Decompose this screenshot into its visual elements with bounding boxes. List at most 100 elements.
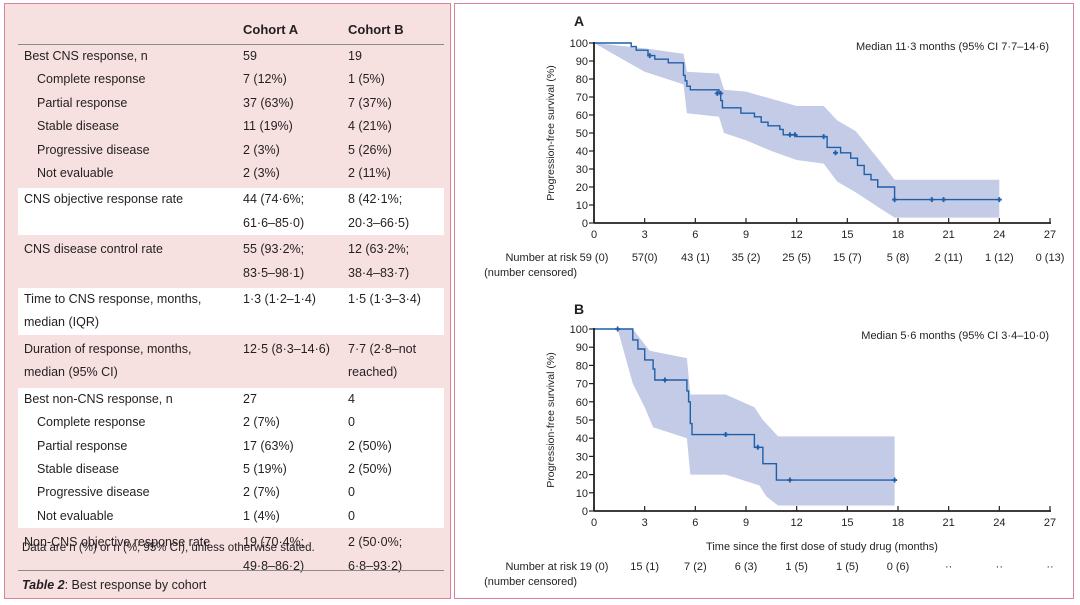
- table-row: Best non-CNS response, n 27 4: [18, 387, 444, 412]
- survival-curve: [594, 42, 1000, 201]
- censor-mark: [787, 132, 793, 138]
- cohort-a-value-line2: [243, 361, 348, 384]
- x-tick-label: 6: [692, 229, 698, 241]
- table-caption: Table 2: Best response by cohort: [22, 578, 206, 592]
- censor-mark: [821, 134, 827, 140]
- row-label: Progressive disease: [37, 142, 150, 157]
- table-row: Stable disease 5 (19%) 2 (50%): [18, 457, 444, 482]
- table-section: Duration of response, months, 12·5 (8·3–1…: [18, 338, 444, 385]
- x-tick-label: 24: [993, 229, 1005, 241]
- risk-value: 1 (12): [985, 252, 1014, 264]
- cohort-b-value-line2: 6·8–93·2): [348, 558, 403, 573]
- table-row: Partial response 17 (63%) 2 (50%): [18, 434, 444, 458]
- censor-mark: [792, 132, 798, 138]
- table-row: CNS disease control rate 55 (93·2%; 12 (63…: [18, 238, 444, 261]
- cohort-b-value: 8 (42·1%;: [348, 192, 403, 207]
- row-label: Partial response: [37, 95, 128, 110]
- risk-label: Number at risk: [505, 252, 577, 264]
- y-tick-label: 70: [576, 92, 588, 104]
- x-tick-label: 21: [943, 229, 955, 241]
- risk-value: 0 (13): [1036, 252, 1065, 264]
- risk-value: 59 (0): [580, 252, 609, 264]
- risk-label: Number at risk: [505, 561, 577, 573]
- row-label: Progressive disease: [37, 485, 150, 500]
- row-label: Best non-CNS response, n: [24, 391, 173, 406]
- table-section: CNS objective response rate 44 (74·6%; 8 (…: [18, 188, 444, 236]
- x-axis-label: Time since the first dose of study drug …: [706, 541, 938, 553]
- cohort-a-value: 59: [243, 49, 257, 63]
- row-label: Duration of response, months,: [24, 341, 192, 356]
- y-tick-label: 20: [576, 470, 588, 482]
- risk-value: 6 (3): [735, 561, 758, 573]
- cohort-b-value: 2 (50%): [348, 461, 392, 476]
- risk-value: 35 (2): [732, 252, 761, 264]
- cohort-b-value: 1 (5%): [348, 72, 385, 87]
- y-tick-label: 40: [576, 433, 588, 445]
- row-label: Non-CNS objective response rate: [24, 535, 211, 550]
- x-tick-label: 12: [791, 229, 803, 241]
- row-label-line2: [18, 555, 243, 578]
- table-section: Best non-CNS response, n 27 4 Complete resp…: [18, 387, 444, 529]
- y-tick-label: 70: [576, 379, 588, 391]
- caption-text: : Best response by cohort: [64, 578, 207, 592]
- x-tick-label: 9: [743, 517, 749, 529]
- x-tick-label: 3: [642, 517, 648, 529]
- censor-mark: [929, 197, 935, 203]
- table-row: Complete response 7 (12%) 1 (5%): [18, 68, 444, 91]
- x-tick-label: 24: [993, 517, 1005, 529]
- risk-value: 25 (5): [782, 252, 811, 264]
- x-tick-label: 0: [591, 517, 597, 529]
- x-tick-label: 9: [743, 229, 749, 241]
- cohort-b-value: 7 (37%): [348, 95, 392, 110]
- cohort-a-value: 27: [243, 391, 257, 406]
- censor-mark: [892, 197, 898, 203]
- row-label: Stable disease: [37, 461, 120, 476]
- risk-value: 2 (11): [935, 252, 963, 264]
- y-tick-label: 10: [576, 488, 588, 500]
- row-label: Not evaluable: [37, 166, 114, 181]
- table-row: Stable disease 11 (19%) 4 (21%): [18, 115, 444, 138]
- x-tick-label: 12: [791, 517, 803, 529]
- censor-mark: [662, 377, 668, 383]
- y-tick-label: 50: [576, 128, 588, 140]
- confidence-band: [594, 329, 895, 506]
- cohort-b-value: 4 (21%): [348, 119, 392, 134]
- row-label: Best CNS response, n: [24, 49, 148, 63]
- header-cohort-a: Cohort A: [243, 21, 299, 37]
- table-header: Cohort A Cohort B: [18, 14, 444, 45]
- cohort-b-value: 2 (50%): [348, 438, 392, 453]
- y-tick-label: 90: [576, 56, 588, 68]
- y-tick-label: 0: [582, 218, 588, 230]
- cohort-a-value: 2 (3%): [243, 142, 280, 157]
- table-row: Non-CNS objective response rate 19 (70·4%…: [18, 531, 444, 554]
- cohort-b-value-line2: [348, 311, 444, 334]
- confidence-band: [594, 43, 1000, 218]
- row-label: Time to CNS response, months,: [24, 292, 202, 307]
- censor-mark: [647, 53, 653, 59]
- table-footnote: Data are n (%) or n (%; 95% CI), unless …: [22, 542, 315, 554]
- table-row: Best CNS response, n 59 19: [18, 45, 444, 68]
- risk-value: 1 (5): [785, 561, 808, 573]
- y-axis-label: Progression-free survival (%): [545, 352, 557, 487]
- table-row: Progressive disease 2 (7%) 0: [18, 481, 444, 505]
- cohort-a-value: 12·5 (8·3–14·6): [243, 341, 330, 356]
- cohort-a-value: 1·3 (1·2–1·4): [243, 292, 316, 307]
- censor-mark: [718, 90, 724, 96]
- table-row: Complete response 2 (7%) 0: [18, 411, 444, 435]
- y-tick-label: 60: [576, 397, 588, 409]
- censor-mark: [892, 477, 898, 483]
- y-tick-label: 20: [576, 182, 588, 194]
- risk-value: 7 (2): [684, 561, 707, 573]
- censor-mark: [941, 197, 947, 203]
- y-tick-label: 100: [570, 324, 588, 336]
- cohort-a-value: 2 (3%): [243, 166, 280, 181]
- risk-value: 0 (6): [887, 561, 910, 573]
- y-tick-label: 10: [576, 200, 588, 212]
- row-label-line2: median (95% CI): [24, 365, 118, 380]
- cohort-b-value: 19: [348, 49, 362, 63]
- y-tick-label: 80: [576, 74, 588, 86]
- cohort-a-value: 55 (93·2%;: [243, 242, 305, 257]
- censor-mark: [755, 444, 761, 450]
- x-tick-label: 18: [892, 229, 904, 241]
